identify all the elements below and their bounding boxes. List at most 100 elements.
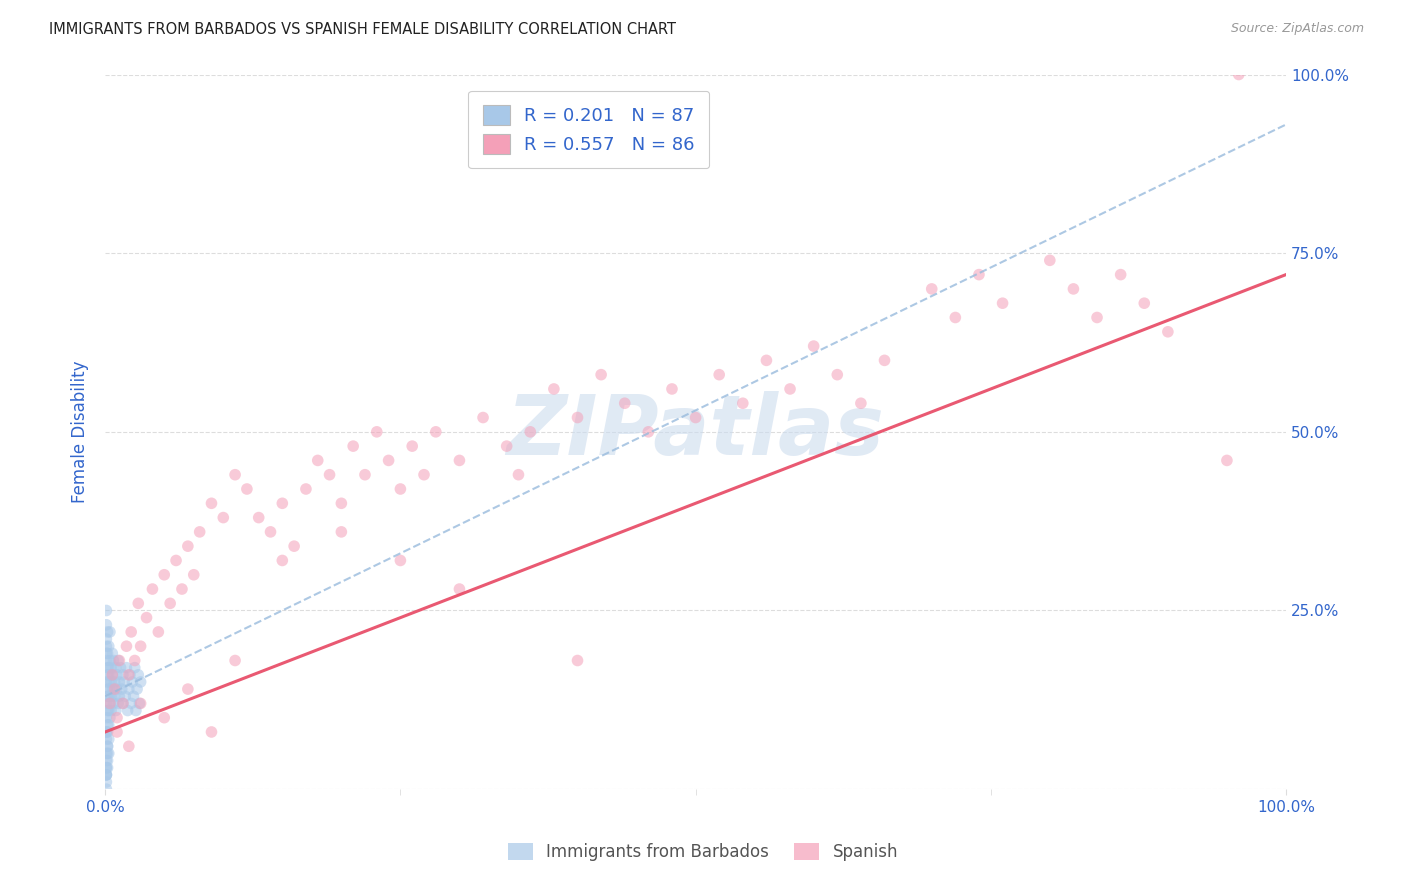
Point [271, 553, 294, 567]
Point [519, 425, 541, 439]
Point [105, 725, 128, 739]
Point [96, 768, 118, 782]
Point [342, 439, 364, 453]
Point [177, 539, 200, 553]
Point [1216, 453, 1239, 467]
Point [591, 368, 613, 382]
Point [97, 732, 120, 747]
Point [118, 739, 141, 754]
Point [247, 510, 270, 524]
Point [104, 682, 127, 697]
Point [118, 682, 141, 697]
Text: IMMIGRANTS FROM BARBADOS VS SPANISH FEMALE DISABILITY CORRELATION CHART: IMMIGRANTS FROM BARBADOS VS SPANISH FEMA… [49, 22, 676, 37]
Point [127, 682, 149, 697]
Point [118, 668, 141, 682]
Point [101, 668, 124, 682]
Point [97, 639, 120, 653]
Point [98, 653, 121, 667]
Point [96, 775, 118, 789]
Point [97, 739, 120, 754]
Point [105, 711, 128, 725]
Point [96, 754, 118, 768]
Point [543, 382, 565, 396]
Point [200, 496, 222, 510]
Point [108, 653, 131, 667]
Point [377, 453, 399, 467]
Point [224, 467, 246, 482]
Point [97, 690, 120, 704]
Point [100, 660, 122, 674]
Point [188, 524, 211, 539]
Point [108, 675, 131, 690]
Point [100, 690, 122, 704]
Point [389, 553, 412, 567]
Point [97, 660, 120, 674]
Point [97, 675, 120, 690]
Point [472, 410, 495, 425]
Point [127, 668, 149, 682]
Text: ZIPatlas: ZIPatlas [506, 392, 884, 473]
Point [271, 496, 294, 510]
Point [115, 639, 138, 653]
Point [1085, 310, 1108, 325]
Point [107, 653, 129, 667]
Point [100, 675, 122, 690]
Point [295, 482, 318, 496]
Point [755, 353, 778, 368]
Point [97, 646, 120, 660]
Point [118, 668, 141, 682]
Point [110, 660, 132, 674]
Point [1157, 325, 1180, 339]
Point [97, 660, 120, 674]
Point [96, 725, 118, 739]
Point [495, 439, 517, 453]
Point [991, 296, 1014, 310]
Point [943, 310, 966, 325]
Legend: R = 0.201   N = 87, R = 0.557   N = 86: R = 0.201 N = 87, R = 0.557 N = 86 [468, 91, 710, 169]
Point [212, 510, 235, 524]
Point [170, 582, 193, 596]
Point [111, 697, 134, 711]
Point [97, 704, 120, 718]
Point [366, 425, 388, 439]
Point [101, 646, 124, 660]
Point [97, 718, 120, 732]
Point [97, 739, 120, 754]
Point [97, 747, 120, 761]
Point [97, 704, 120, 718]
Point [661, 382, 683, 396]
Point [104, 660, 127, 674]
Point [1227, 68, 1250, 82]
Y-axis label: Female Disability: Female Disability [72, 360, 89, 503]
Point [318, 467, 340, 482]
Point [200, 725, 222, 739]
Point [389, 482, 412, 496]
Point [101, 668, 124, 682]
Point [96, 711, 118, 725]
Point [637, 425, 659, 439]
Point [96, 725, 118, 739]
Point [97, 668, 120, 682]
Point [124, 653, 146, 667]
Point [98, 697, 121, 711]
Point [97, 725, 120, 739]
Point [96, 653, 118, 667]
Point [97, 754, 120, 768]
Point [129, 675, 152, 690]
Point [709, 368, 731, 382]
Legend: Immigrants from Barbados, Spanish: Immigrants from Barbados, Spanish [502, 836, 904, 868]
Point [111, 682, 134, 697]
Point [1039, 253, 1062, 268]
Point [224, 653, 246, 667]
Point [685, 410, 707, 425]
Point [96, 632, 118, 646]
Point [97, 682, 120, 697]
Point [307, 453, 329, 467]
Point [128, 697, 150, 711]
Point [98, 697, 121, 711]
Point [779, 382, 801, 396]
Point [103, 697, 125, 711]
Point [120, 624, 142, 639]
Point [425, 425, 447, 439]
Point [413, 467, 436, 482]
